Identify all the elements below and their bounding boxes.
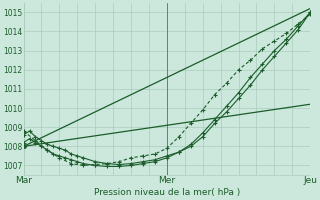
X-axis label: Pression niveau de la mer( hPa ): Pression niveau de la mer( hPa ): [94, 188, 240, 197]
